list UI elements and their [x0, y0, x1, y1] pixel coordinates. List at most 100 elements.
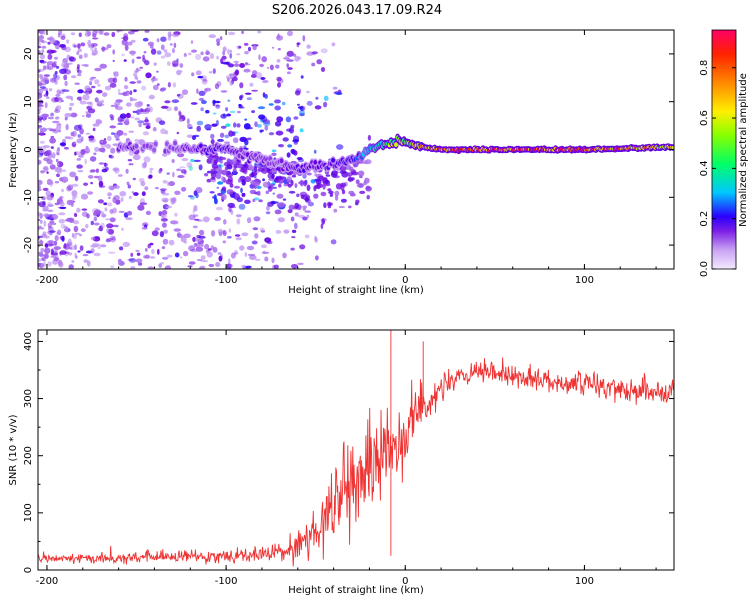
spectrogram-speckle: [71, 141, 77, 148]
spectrogram-speckle: [38, 100, 42, 106]
spectrogram-speckle: [65, 113, 73, 116]
spectrogram-speckle: [249, 189, 257, 195]
snr-x-ticks: -200 -100 0 100: [36, 330, 657, 587]
spectrogram-y-ticks: -20 -10 0 10 20: [23, 48, 674, 253]
spectrogram-speckle: [46, 96, 50, 99]
spectrogram-speckle: [177, 175, 185, 178]
spectrogram-speckle: [67, 238, 72, 244]
spectrogram-speckle: [138, 177, 145, 183]
spectrogram-speckle: [359, 190, 366, 194]
spectrogram-speckle: [77, 134, 82, 138]
spectrogram-speckle: [41, 41, 48, 44]
spectrogram-speckle: [130, 50, 136, 56]
spectrogram-speckle: [228, 130, 234, 137]
spectrogram-speckle: [59, 206, 67, 210]
spectrogram-speckle: [198, 235, 206, 239]
spectrogram-speckle: [38, 115, 43, 118]
spectrogram-speckle: [208, 34, 216, 39]
spectrogram-speckle: [85, 91, 90, 95]
spectrogram-speckle: [217, 138, 224, 142]
spectrogram-speckle: [46, 194, 54, 201]
spectrogram-speckle: [219, 159, 223, 164]
spectrogram-speckle: [109, 125, 116, 129]
spectrogram-speckle: [130, 266, 136, 269]
spectrogram-speckle: [142, 222, 149, 228]
spectrogram-speckle: [127, 184, 131, 189]
spectrogram-speckle: [186, 118, 190, 124]
spectrogram-speckle: [291, 229, 297, 233]
spectrogram-speckle: [320, 67, 326, 72]
spectrogram-speckle: [245, 62, 248, 65]
spectrogram-speckle: [48, 88, 53, 92]
spectrogram-speckle: [59, 201, 65, 207]
colorbar-tick-label: 0.2: [699, 211, 710, 227]
spectrogram-speckle: [190, 158, 195, 163]
spectrogram-speckle: [244, 252, 247, 257]
spectrogram-speckle: [89, 81, 92, 86]
spectrogram-speckle: [214, 83, 219, 90]
spectrogram-speckle: [232, 158, 237, 164]
spectrogram-speckle: [251, 240, 258, 245]
spectrogram-speckle: [226, 189, 234, 195]
spectrogram-speckle: [46, 171, 49, 174]
spectrogram-speckle: [241, 179, 246, 186]
spectrogram-speckle: [115, 138, 120, 141]
spectrogram-speckle: [367, 134, 371, 141]
spectrogram-speckle: [214, 100, 221, 104]
spectrogram-speckle: [302, 216, 308, 221]
spectrogram-speckle: [179, 234, 186, 239]
spectrogram-speckle: [38, 179, 43, 186]
spectrogram-speckle: [355, 199, 360, 204]
spectrogram-speckle: [121, 53, 125, 57]
spectrogram-speckle: [250, 74, 257, 78]
spectrogram-speckle: [109, 217, 116, 223]
spectrogram-speckle: [71, 75, 77, 79]
colorbar-tick-label: 0.4: [699, 160, 710, 176]
spectrogram-speckle: [228, 207, 232, 213]
spectrogram-speckle: [145, 125, 151, 130]
spectrogram-speckle: [200, 107, 204, 112]
spectrogram-speckle: [126, 210, 133, 216]
spectrogram-speckle: [148, 174, 153, 179]
spectrogram-speckle: [110, 132, 116, 135]
spectrogram-speckle: [328, 202, 333, 206]
spectrogram-speckle: [148, 94, 155, 100]
spectrogram-speckle: [154, 227, 160, 231]
spectrogram-speckle: [101, 213, 107, 218]
spectrogram-speckle: [51, 222, 57, 226]
spectrogram-speckle: [54, 181, 60, 184]
spectrogram-speckle: [146, 104, 150, 107]
spectrogram-speckle: [349, 166, 354, 172]
spectrogram-speckle: [139, 111, 142, 115]
spectrogram-speckle: [43, 165, 49, 172]
spectrogram-speckle: [215, 206, 223, 211]
spectrogram-speckle: [48, 240, 53, 243]
spectrogram-speckle: [161, 214, 168, 219]
spectrogram-speckle: [229, 52, 233, 59]
spectrogram-speckle: [287, 67, 293, 70]
spectrogram-speckle: [252, 45, 257, 51]
spectrogram-speckle: [88, 175, 94, 179]
spectrogram-speckle: [217, 168, 222, 175]
spectrogram-speckle: [261, 56, 268, 63]
spectrogram-speckle: [217, 181, 224, 185]
spectrogram-speckle: [275, 64, 280, 69]
spectrogram-speckle: [204, 88, 208, 93]
spectrogram-speckle: [226, 164, 233, 170]
spectrogram-speckle: [293, 142, 298, 145]
spectrogram-speckle: [57, 129, 62, 133]
spectrogram-speckle: [108, 251, 116, 254]
snr-x-tick-label: -200: [36, 576, 59, 587]
spectrogram-speckle: [314, 105, 322, 110]
spectrogram-speckle: [122, 241, 130, 247]
spectrogram-speckle: [296, 193, 300, 198]
spectrogram-speckle: [109, 186, 115, 191]
spectrogram-speckle: [238, 45, 242, 49]
spectrogram-speckle: [334, 194, 339, 201]
spectrogram-speckle: [43, 220, 46, 227]
spectrogram-speckle: [104, 207, 108, 212]
spectrogram-speckle: [116, 130, 124, 136]
spectrogram-trace-core: [152, 147, 157, 153]
spectrogram-speckle: [201, 78, 208, 85]
spectrogram-speckle: [233, 122, 237, 128]
